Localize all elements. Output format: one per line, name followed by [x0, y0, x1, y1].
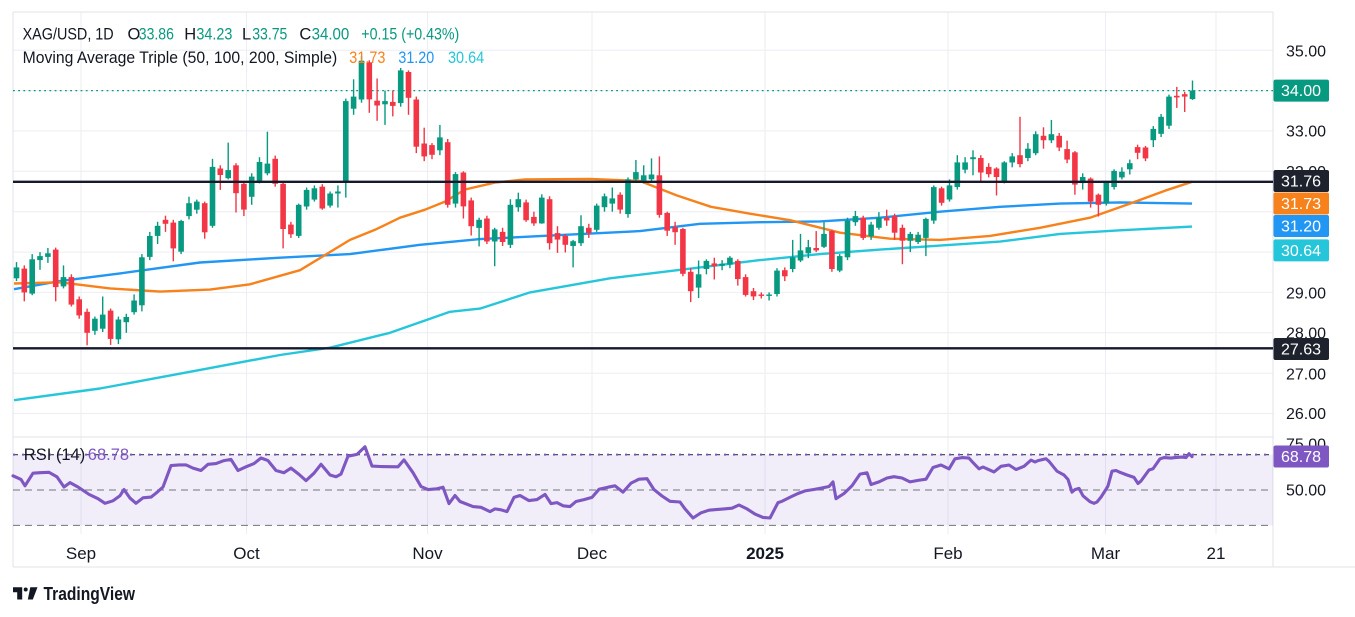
svg-text:C: C [299, 26, 311, 44]
svg-text:33.86: 33.86 [139, 26, 174, 44]
svg-text:Oct: Oct [233, 544, 260, 563]
svg-text:Nov: Nov [412, 544, 443, 563]
svg-text:Moving Average Triple (50, 100: Moving Average Triple (50, 100, 200, Sim… [23, 49, 338, 67]
svg-text:L: L [242, 26, 251, 44]
svg-text:Sep: Sep [66, 544, 96, 563]
svg-text:33.75: 33.75 [252, 26, 287, 44]
svg-text:35.00: 35.00 [1286, 44, 1326, 61]
svg-text:Feb: Feb [933, 544, 962, 563]
svg-text:30.64: 30.64 [448, 49, 484, 67]
svg-text:33.00: 33.00 [1286, 124, 1326, 141]
svg-text:RSI (14): RSI (14) [24, 446, 85, 464]
svg-text:27.63: 27.63 [1281, 342, 1321, 359]
svg-text:31.73: 31.73 [1281, 196, 1321, 213]
svg-text:Dec: Dec [577, 544, 608, 563]
svg-text:31.73: 31.73 [349, 49, 385, 67]
svg-text:68.78: 68.78 [88, 446, 129, 464]
svg-text:31.20: 31.20 [398, 49, 434, 67]
svg-text:XAG/USD, 1D: XAG/USD, 1D [23, 26, 114, 44]
svg-text:29.00: 29.00 [1286, 286, 1326, 303]
svg-text:31.76: 31.76 [1281, 174, 1321, 191]
svg-text:68.78: 68.78 [1281, 449, 1321, 466]
svg-text:O: O [128, 26, 141, 44]
svg-text:50.00: 50.00 [1286, 483, 1326, 500]
svg-text:21: 21 [1207, 544, 1226, 563]
svg-text:Mar: Mar [1091, 544, 1121, 563]
svg-text:26.00: 26.00 [1286, 406, 1326, 423]
svg-text:2025: 2025 [746, 544, 784, 563]
svg-text:+0.15 (+0.43%): +0.15 (+0.43%) [361, 26, 459, 44]
svg-text:27.00: 27.00 [1286, 367, 1326, 384]
svg-text:34.23: 34.23 [196, 26, 232, 44]
svg-text:31.20: 31.20 [1281, 219, 1321, 236]
svg-text:H: H [184, 26, 196, 44]
svg-text:34.00: 34.00 [1281, 83, 1321, 100]
svg-text:34.00: 34.00 [312, 26, 350, 44]
svg-text:30.64: 30.64 [1281, 243, 1321, 260]
svg-text:TradingView: TradingView [44, 583, 136, 604]
